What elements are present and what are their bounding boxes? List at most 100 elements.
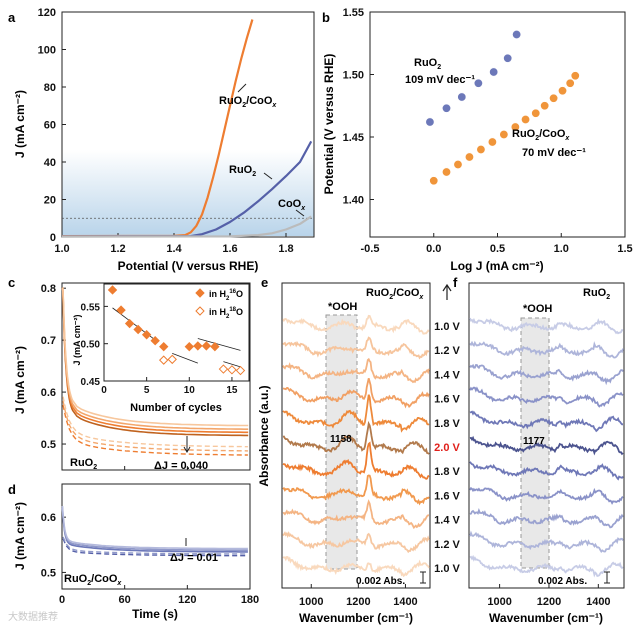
panel-e-spectrum (282, 531, 430, 554)
x-axis-label-d: Time (s) (132, 607, 178, 621)
data-point-ruo2 (473, 78, 483, 88)
inset-point-18O (235, 365, 246, 376)
legend-18O: in H218O (209, 307, 243, 320)
scale-bar-f (604, 571, 610, 584)
label-arrow-a1 (237, 83, 247, 93)
panel-e-spectrum (282, 378, 430, 409)
panel-e-spectrum (282, 556, 430, 578)
x-tick-label-a: 1.4 (166, 243, 182, 255)
x-tick-label-a: 1.8 (278, 243, 293, 255)
data-point-rucoo (549, 93, 559, 103)
inset-point-16O (133, 324, 143, 335)
y-tick-label-a: 20 (44, 195, 56, 207)
h2-18o-trace (62, 396, 248, 448)
data-point-rucoo (464, 152, 474, 162)
inset-point-16O (158, 341, 169, 352)
y-tick-label-a: 0 (50, 232, 56, 244)
band-label-f: *OOH (523, 303, 552, 315)
y-tick-label-b: 1.40 (343, 195, 364, 207)
inset-y-label: J (mA cm⁻²) (72, 315, 82, 366)
inset-guide-line (197, 338, 241, 351)
y-axis-label-a: J (mA cm⁻²) (13, 90, 27, 158)
panel-e-spectrum (282, 357, 430, 384)
panel-f-spectrum (469, 530, 624, 553)
x-tick-label-b: -0.5 (361, 243, 380, 255)
y-tick-label-a: 80 (44, 82, 56, 94)
potential-label: 1.8 V (434, 418, 460, 430)
panel-f-spectrum (469, 461, 624, 481)
panel-b: -0.5 0.0 0.5 1.0 1.5 1.40 1.45 1.50 1.55 Log J (… (322, 7, 633, 273)
inset-guide-line (172, 353, 198, 364)
potential-label: 1.0 V (434, 321, 460, 333)
axes-frame-d (61, 483, 251, 590)
ooh-band-e (325, 314, 358, 570)
sample-label-f: RuO2 (583, 287, 610, 301)
slope-label-ruo2: 109 mV dec⁻¹ (405, 74, 475, 86)
data-point-ruo2 (489, 67, 499, 77)
panel-letter-c: c (8, 275, 15, 290)
scale-label-e: 0.002 Abs. (356, 576, 405, 587)
delta-arrowhead-c (183, 446, 191, 453)
y-axis-label-b: Potential (V versus RHE) (322, 54, 336, 195)
x-tick-label-d: 180 (241, 594, 259, 606)
panel-e-x-tick-label: 1400 (393, 596, 417, 608)
panel-f-spectrum (469, 508, 624, 529)
inset-point-16O (107, 285, 118, 295)
panel-f-spectrum (469, 340, 624, 359)
peak-label-f: 1177 (523, 436, 545, 447)
panel-letter-b: b (322, 10, 330, 25)
panel-letter-a: a (8, 10, 16, 25)
series-label-ruo2: RuO2 (229, 164, 256, 178)
x-axis-label-e: Wavenumber (cm⁻¹) (299, 611, 413, 625)
h2-16o-trace (62, 287, 249, 427)
potential-label: 1.8 V (434, 466, 460, 478)
x-tick-label-a: 1.6 (222, 243, 237, 255)
inset-point-16O (210, 341, 220, 352)
panel-e-spectrum (282, 474, 430, 506)
sample-label-c: RuO2 (70, 457, 97, 471)
band-label-e: *OOH (328, 301, 357, 313)
x-axis-label-f: Wavenumber (cm⁻¹) (489, 611, 603, 625)
data-point-rucoo (531, 108, 541, 118)
y-tick-label-b: 1.55 (343, 7, 364, 19)
panel-e-x-tick-label: 1000 (299, 596, 323, 608)
h2-16o-trace-d (61, 507, 248, 552)
data-point-ruo2 (441, 103, 451, 113)
potential-label: 1.2 V (434, 345, 460, 357)
panel-c: 0.5 0.6 0.7 0.8 J (mA cm⁻²) RuO2 ΔJ = 0.040… (13, 282, 251, 472)
x-tick-label-a: 1.0 (54, 243, 69, 255)
x-tick-label-b: 1.0 (554, 243, 569, 255)
y-tick-label-d: 0.5 (41, 567, 56, 579)
inset-point-16O (150, 336, 160, 346)
inset-guide-line (223, 361, 241, 368)
x-axis-label-a: Potential (V versus RHE) (118, 259, 259, 273)
label-arrow-a2 (263, 172, 273, 180)
h2-16o-trace-d (61, 509, 248, 553)
legend-16O: in H216O (209, 289, 243, 302)
inset-point-16O (116, 305, 126, 315)
panel-e-spectrum (282, 394, 430, 433)
data-point-rucoo (521, 115, 531, 125)
series-line-coox (61, 215, 312, 238)
axes-frame-c (61, 282, 251, 471)
x-tick-label-d: 0 (59, 594, 65, 606)
inset-y-tick-label: 0.50 (81, 340, 101, 351)
panel-d: 0 60 120 180 0.5 0.6 Time (s) J (mA cm⁻²) RuO… (13, 483, 259, 621)
data-point-rucoo (487, 137, 497, 147)
panel-f-spectrum (469, 317, 624, 335)
inset-y-tick-label: 0.55 (81, 302, 101, 313)
y-axis-label-e: Absorbance (a.u.) (257, 385, 271, 486)
x-tick-label-b: 0.0 (426, 243, 441, 255)
panel-e-spectrum (282, 499, 429, 530)
panel-f-x-tick-label: 1000 (487, 596, 511, 608)
x-tick-label-b: 0.5 (490, 243, 505, 255)
panel-e-spectrum (282, 441, 430, 480)
y-tick-label-a: 60 (44, 120, 56, 132)
inset-point-16O (184, 341, 195, 352)
panel-e-spectrum (282, 420, 430, 455)
data-point-rucoo (453, 160, 463, 170)
panel-f: 1000 1200 1400 *OOH RuO2 1177 0.002 Abs. W… (468, 282, 625, 625)
panel-f-x-tick-label: 1400 (586, 596, 610, 608)
inset-point-18O (167, 354, 177, 365)
y-tick-label-b: 1.50 (343, 70, 364, 82)
